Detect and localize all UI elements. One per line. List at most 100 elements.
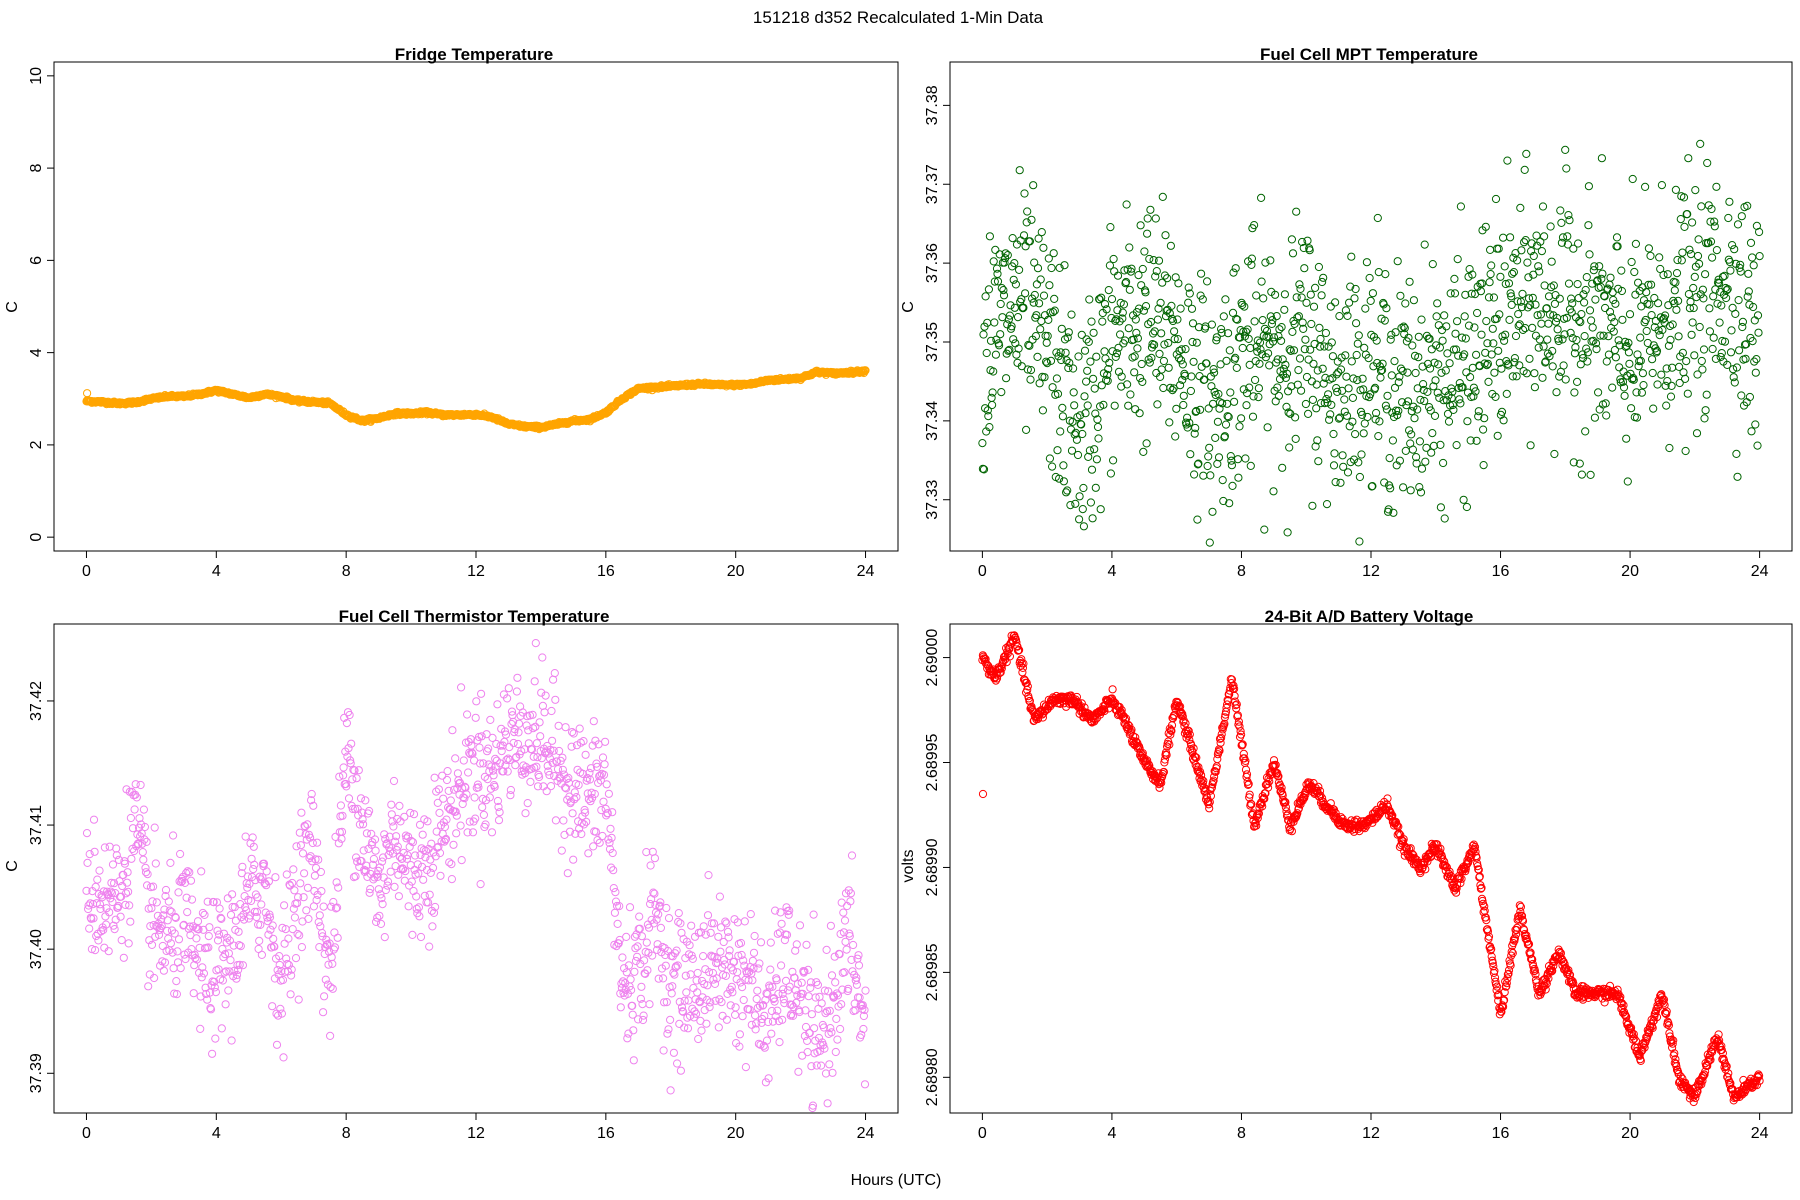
data-point bbox=[1627, 404, 1636, 413]
data-point bbox=[1381, 270, 1390, 279]
data-point bbox=[227, 1036, 236, 1045]
data-point bbox=[618, 977, 628, 986]
x-tick-label: 4 bbox=[212, 1125, 221, 1142]
data-point bbox=[507, 719, 516, 729]
data-point bbox=[1304, 409, 1313, 418]
data-point bbox=[996, 330, 1005, 339]
data-point bbox=[1296, 284, 1305, 293]
data-point bbox=[810, 1024, 819, 1033]
data-point bbox=[569, 855, 578, 864]
data-point bbox=[837, 898, 846, 907]
x-tick-label: 16 bbox=[1492, 1125, 1510, 1142]
data-point bbox=[1225, 346, 1234, 355]
data-point bbox=[1453, 317, 1462, 326]
data-point bbox=[1747, 427, 1756, 436]
data-point bbox=[1708, 253, 1717, 262]
data-point bbox=[656, 923, 666, 933]
data-point bbox=[1069, 388, 1078, 397]
data-point bbox=[1036, 325, 1045, 334]
data-point bbox=[1324, 390, 1333, 399]
data-point bbox=[468, 828, 478, 837]
data-point bbox=[1307, 319, 1316, 329]
data-point bbox=[1698, 365, 1707, 374]
data-point bbox=[803, 1048, 812, 1057]
data-point bbox=[1746, 238, 1756, 247]
data-point bbox=[404, 902, 413, 911]
data-point bbox=[1351, 430, 1360, 439]
data-point bbox=[1008, 234, 1017, 243]
data-point bbox=[416, 932, 426, 942]
data-point bbox=[1636, 333, 1645, 342]
data-point bbox=[1691, 186, 1700, 195]
data-point bbox=[1009, 275, 1018, 284]
x-tick-label: 4 bbox=[1107, 563, 1116, 580]
data-point bbox=[1539, 342, 1548, 351]
data-point bbox=[1670, 286, 1679, 295]
data-point bbox=[570, 788, 579, 797]
data-point bbox=[822, 945, 831, 955]
data-point bbox=[1329, 461, 1339, 470]
data-point bbox=[1146, 205, 1155, 214]
data-point bbox=[1623, 477, 1632, 486]
data-point bbox=[630, 932, 640, 941]
data-point bbox=[550, 669, 559, 678]
data-point bbox=[1368, 289, 1378, 298]
data-point bbox=[1749, 261, 1758, 270]
data-point bbox=[1509, 268, 1519, 277]
data-point bbox=[575, 724, 584, 733]
data-point bbox=[699, 952, 708, 961]
data-point bbox=[436, 871, 445, 880]
data-point bbox=[1288, 327, 1297, 336]
data-point bbox=[1342, 411, 1352, 420]
data-point bbox=[1302, 372, 1312, 382]
data-point bbox=[1020, 189, 1029, 198]
data-point bbox=[333, 933, 342, 942]
data-point bbox=[1204, 404, 1213, 413]
data-point bbox=[1159, 383, 1168, 393]
data-point bbox=[173, 947, 182, 956]
data-point bbox=[1445, 359, 1454, 368]
data-point bbox=[574, 780, 583, 790]
data-point bbox=[1085, 295, 1094, 304]
data-point bbox=[389, 822, 398, 831]
data-point bbox=[836, 1024, 845, 1034]
data-point bbox=[673, 1059, 682, 1068]
data-point bbox=[1439, 458, 1448, 468]
data-point bbox=[1295, 280, 1304, 289]
data-point bbox=[1237, 414, 1246, 423]
data-point bbox=[1406, 486, 1415, 495]
data-point bbox=[1657, 370, 1666, 379]
data-point bbox=[1662, 401, 1671, 410]
data-point bbox=[371, 846, 380, 855]
data-point bbox=[452, 829, 461, 838]
data-point bbox=[1711, 354, 1721, 363]
data-point bbox=[1427, 345, 1436, 354]
data-point bbox=[1479, 425, 1488, 434]
data-point bbox=[246, 896, 256, 906]
data-point bbox=[1142, 439, 1151, 448]
data-point bbox=[693, 968, 702, 978]
data-point bbox=[1383, 391, 1392, 400]
data-point bbox=[1089, 374, 1098, 383]
data-point bbox=[1567, 294, 1576, 303]
data-point bbox=[600, 760, 609, 769]
data-point bbox=[1002, 374, 1011, 383]
data-point bbox=[1136, 221, 1145, 230]
data-point bbox=[554, 721, 563, 730]
data-point bbox=[1153, 315, 1163, 324]
data-point bbox=[1003, 320, 1012, 329]
data-point bbox=[394, 892, 403, 901]
data-point bbox=[1500, 262, 1509, 271]
data-point bbox=[1070, 401, 1079, 410]
data-point bbox=[83, 389, 92, 398]
data-point bbox=[330, 943, 340, 952]
data-point bbox=[1563, 232, 1572, 241]
data-point bbox=[1116, 330, 1125, 339]
data-point bbox=[1066, 501, 1075, 510]
data-point bbox=[1106, 223, 1115, 232]
data-point bbox=[1090, 445, 1099, 454]
data-point bbox=[1164, 363, 1173, 372]
panel-title: 24-Bit A/D Battery Voltage bbox=[1265, 607, 1474, 626]
data-point bbox=[1141, 302, 1151, 311]
data-point bbox=[682, 988, 691, 997]
